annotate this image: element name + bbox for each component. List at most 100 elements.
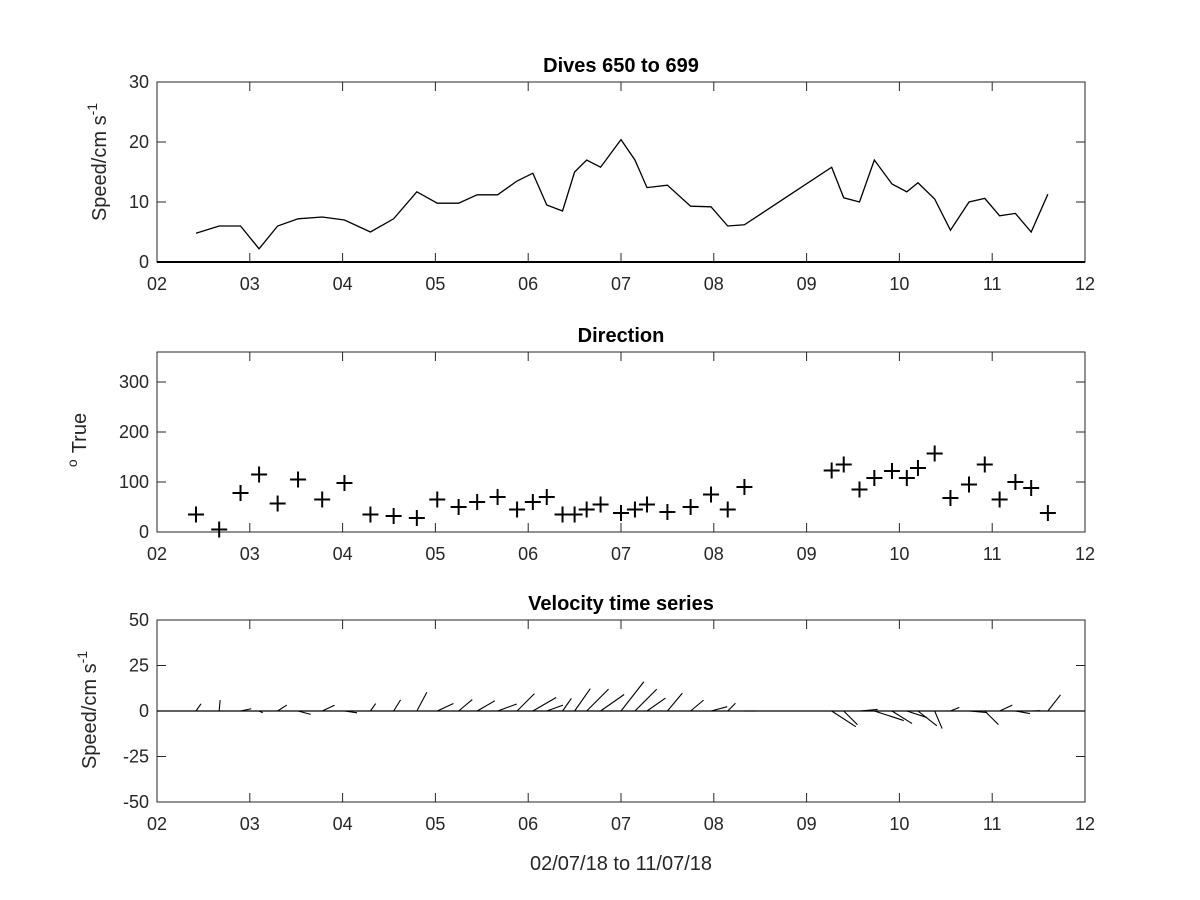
direction-point: [823, 462, 840, 479]
velocity-panel-ylabel-main: Speed/cm s: [79, 663, 101, 769]
direction-point: [866, 470, 883, 486]
direction-point: [976, 456, 993, 473]
direction-point: [269, 495, 286, 512]
speed-xtick-label: 11: [983, 274, 1002, 294]
velocity-stick: [646, 697, 666, 712]
direction-point: [290, 471, 307, 488]
velocity-ytick-label: 25: [129, 656, 149, 676]
direction-ytick-label: 200: [119, 422, 149, 442]
speed-ytick-label: 30: [129, 72, 149, 92]
direction-point: [991, 491, 1008, 508]
velocity-stick: [497, 703, 517, 712]
velocity-stick: [690, 699, 704, 712]
speed-xtick-label: 06: [518, 274, 538, 294]
direction-ytick-label: 100: [119, 472, 149, 492]
direction-panel: Direction o True 02 03 04 05 06 07 08 09 10 11 12 0 1…: [64, 325, 1095, 564]
direction-panel-ylabel-sup: o: [64, 459, 80, 467]
velocity-ytick-label: 50: [129, 610, 149, 630]
velocity-stick: [891, 710, 913, 725]
velocity-panel: Velocity time series Speed/cm s-1 02/07/…: [74, 593, 1095, 875]
velocity-xtick-label: 08: [704, 814, 724, 834]
velocity-stick: [369, 703, 377, 712]
direction-point: [703, 486, 720, 503]
direction-point: [1039, 505, 1056, 521]
direction-xtick-label: 10: [889, 544, 909, 564]
direction-point: [909, 460, 926, 476]
velocity-stick: [458, 699, 473, 712]
velocity-stick: [393, 699, 402, 712]
direction-point: [835, 456, 852, 473]
direction-point: [1007, 474, 1024, 490]
velocity-xtick-label: 07: [611, 814, 631, 834]
speed-panel-ylabel-sup: -1: [84, 103, 100, 116]
direction-point: [736, 479, 753, 495]
speed-xtick-label: 10: [889, 274, 909, 294]
speed-ytick-label: 10: [129, 192, 149, 212]
direction-ytick-label: 0: [139, 522, 149, 542]
velocity-stick: [984, 710, 999, 726]
direction-ytick-label: 300: [119, 372, 149, 392]
velocity-stick: [831, 710, 857, 728]
direction-point: [566, 506, 583, 523]
direction-point: [883, 463, 900, 479]
speed-xtick-label: 09: [797, 274, 817, 294]
velocity-stick: [859, 708, 878, 712]
speed-xtick-label: 12: [1075, 274, 1095, 294]
velocity-ytick-label: -25: [123, 747, 149, 767]
velocity-stick: [600, 694, 625, 712]
velocity-stick: [546, 704, 564, 712]
velocity-stick: [476, 700, 496, 712]
direction-panel-title: Direction: [578, 325, 665, 347]
velocity-stick: [344, 710, 358, 714]
velocity-stick: [874, 710, 904, 722]
velocity-stick: [906, 710, 928, 719]
speed-xtick-label: 08: [704, 274, 724, 294]
velocity-panel-xlabel: 02/07/18 to 11/07/18: [530, 853, 712, 875]
direction-point: [450, 499, 467, 515]
direction-point: [429, 491, 446, 508]
velocity-xtick-label: 06: [518, 814, 538, 834]
velocity-ytick-label: -50: [123, 792, 149, 812]
speed-xtick-label: 05: [425, 274, 445, 294]
velocity-stick: [574, 688, 591, 712]
velocity-stick: [1047, 694, 1061, 712]
velocity-stick: [620, 681, 645, 712]
velocity-xtick-label: 09: [797, 814, 817, 834]
velocity-stick: [950, 706, 960, 712]
direction-point: [578, 501, 595, 518]
velocity-stick: [1015, 710, 1031, 715]
velocity-stick: [999, 704, 1013, 712]
velocity-stick: [437, 702, 454, 712]
direction-point: [638, 496, 655, 513]
direction-point: [187, 506, 204, 523]
velocity-stick: [516, 693, 535, 712]
velocity-xtick-label: 12: [1075, 814, 1095, 834]
direction-point: [538, 489, 555, 505]
velocity-stick: [727, 702, 736, 712]
speed-panel-title: Dives 650 to 699: [543, 55, 699, 77]
speed-ytick-label: 20: [129, 132, 149, 152]
velocity-stick: [634, 688, 658, 712]
speed-xtick-label: 02: [147, 274, 167, 294]
direction-point: [524, 494, 541, 510]
velocity-xtick-label: 04: [333, 814, 353, 834]
speed-xtick-label: 07: [611, 274, 631, 294]
velocity-panel-ylabel-sup: -1: [74, 651, 90, 664]
velocity-stick: [710, 706, 728, 712]
direction-point: [719, 501, 736, 518]
velocity-stick: [416, 691, 428, 712]
direction-point: [469, 494, 486, 510]
velocity-panel-title: Velocity time series: [528, 593, 714, 615]
direction-point: [926, 445, 943, 462]
direction-xtick-label: 04: [333, 544, 353, 564]
velocity-xtick-label: 10: [889, 814, 909, 834]
direction-xtick-label: 03: [240, 544, 260, 564]
direction-point: [489, 489, 506, 505]
velocity-stick: [562, 698, 572, 712]
velocity-xtick-label: 11: [983, 814, 1002, 834]
speed-panel-ylabel-main: Speed/cm s: [89, 115, 111, 221]
speed-panel-ylabel: Speed/cm s-1: [84, 103, 111, 221]
direction-point: [232, 485, 249, 501]
direction-point: [385, 508, 402, 524]
direction-point: [592, 496, 609, 513]
